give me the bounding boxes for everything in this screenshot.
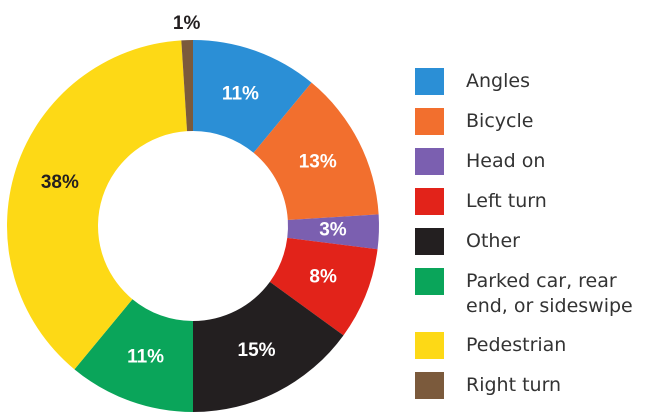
data-label: 11% — [127, 347, 164, 368]
legend-swatch — [415, 332, 444, 359]
legend-swatch — [415, 268, 444, 295]
donut-slice — [193, 40, 312, 153]
donut-slice — [181, 40, 193, 132]
legend: Angles Bicycle Head on Left turn Other Parked… — [415, 68, 656, 399]
legend-label: Head on — [466, 150, 546, 172]
legend-item: Other — [415, 228, 656, 255]
legend-item: Bicycle — [415, 108, 656, 135]
legend-item: Head on — [415, 148, 656, 175]
legend-label: Other — [466, 230, 520, 252]
legend-item: Right turn — [415, 372, 656, 399]
legend-swatch — [415, 228, 444, 255]
legend-item: Pedestrian — [415, 332, 656, 359]
legend-swatch — [415, 68, 444, 95]
legend-swatch — [415, 108, 444, 135]
donut-slice — [74, 299, 193, 412]
legend-swatch — [415, 148, 444, 175]
donut-slice — [7, 40, 188, 370]
legend-swatch — [415, 372, 444, 399]
legend-swatch — [415, 188, 444, 215]
donut-slice — [253, 82, 379, 221]
legend-label: Bicycle — [466, 110, 534, 132]
data-label: 1% — [173, 13, 201, 34]
legend-item: Parked car, rear end, or sideswipe — [415, 268, 656, 319]
data-label: 38% — [41, 172, 79, 193]
legend-item: Left turn — [415, 188, 656, 215]
legend-label: Pedestrian — [466, 334, 567, 356]
data-label: 13% — [299, 151, 337, 172]
legend-label: Left turn — [466, 190, 547, 212]
data-label: 3% — [319, 219, 347, 240]
donut-slice — [287, 214, 379, 250]
data-label: 8% — [309, 267, 337, 288]
legend-label: Angles — [466, 70, 530, 92]
legend-item: Angles — [415, 68, 656, 95]
donut-slice — [193, 281, 344, 412]
data-label: 11% — [222, 83, 259, 104]
legend-label: Parked car, rear end, or sideswipe — [466, 270, 633, 317]
donut-slice — [269, 237, 378, 336]
legend-label: Right turn — [466, 374, 562, 396]
data-label: 15% — [238, 340, 276, 361]
